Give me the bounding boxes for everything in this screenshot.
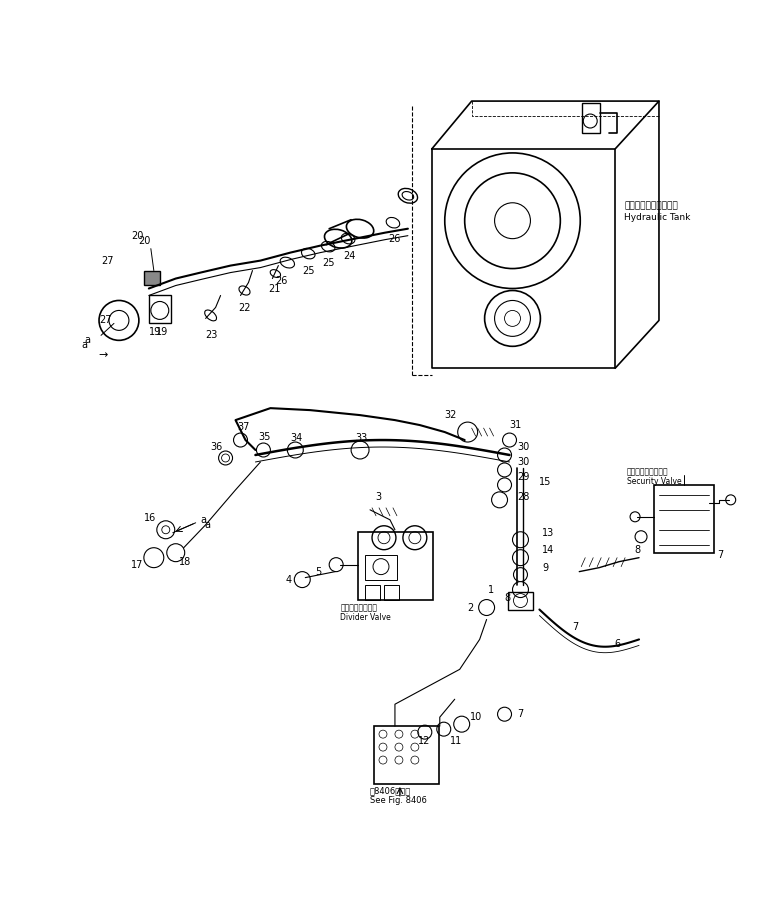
Text: 4: 4 (285, 575, 292, 585)
Bar (149, 296, 171, 323)
Text: 36: 36 (211, 442, 223, 452)
Circle shape (513, 567, 528, 582)
Bar (358, 532, 433, 599)
Text: a: a (201, 515, 207, 525)
Text: 図8406図参照: 図8406図参照 (370, 786, 412, 795)
Text: 27: 27 (101, 255, 114, 265)
Text: 30: 30 (518, 442, 530, 452)
Text: 17: 17 (131, 559, 143, 569)
Text: 19: 19 (149, 328, 161, 338)
Text: a: a (205, 519, 211, 529)
Bar (654, 485, 714, 553)
Circle shape (512, 532, 528, 548)
Bar (144, 271, 160, 284)
Text: 28: 28 (518, 491, 530, 502)
Text: 7: 7 (572, 623, 578, 633)
Text: 8: 8 (634, 545, 641, 555)
Text: 27: 27 (99, 316, 111, 326)
Text: 21: 21 (268, 283, 280, 293)
Text: 19: 19 (156, 328, 168, 338)
Text: 3: 3 (375, 491, 381, 502)
Bar (365, 555, 397, 579)
Text: 26: 26 (275, 275, 288, 286)
Text: 20: 20 (131, 231, 143, 241)
Text: 29: 29 (518, 472, 530, 482)
Text: 10: 10 (470, 712, 482, 722)
Text: 14: 14 (543, 545, 555, 555)
Circle shape (512, 582, 528, 597)
Text: a: a (84, 336, 90, 346)
Text: Divider Valve: Divider Valve (340, 613, 391, 622)
Text: 23: 23 (205, 330, 218, 340)
Text: 12: 12 (418, 736, 431, 746)
Text: 5: 5 (315, 567, 321, 576)
Circle shape (512, 549, 528, 566)
Text: Hydraulic Tank: Hydraulic Tank (624, 214, 691, 223)
Text: See Fig. 8406: See Fig. 8406 (370, 796, 427, 805)
Text: ディバイダバルブ: ディバイダバルブ (340, 603, 377, 612)
Text: 11: 11 (449, 736, 462, 746)
Text: 18: 18 (179, 557, 191, 567)
Bar (384, 585, 399, 599)
Text: 33: 33 (355, 433, 368, 443)
Text: 34: 34 (290, 433, 302, 443)
Text: 24: 24 (343, 251, 356, 261)
Bar (508, 592, 534, 609)
Text: 16: 16 (144, 513, 156, 523)
Text: 35: 35 (258, 432, 271, 442)
Text: 9: 9 (543, 563, 549, 573)
Text: 20: 20 (138, 235, 150, 245)
Text: 37: 37 (237, 422, 250, 432)
Text: 7: 7 (518, 710, 524, 719)
Bar (582, 103, 600, 133)
Text: 6: 6 (614, 640, 620, 650)
Bar (374, 726, 439, 784)
Text: 13: 13 (543, 528, 555, 538)
Text: 32: 32 (445, 410, 457, 420)
Text: 8: 8 (505, 593, 511, 603)
Text: 26: 26 (388, 233, 400, 243)
Text: 2: 2 (468, 603, 474, 613)
Text: 7: 7 (717, 549, 723, 559)
Text: ハイドロリックタンク: ハイドロリックタンク (624, 201, 678, 210)
Bar (365, 585, 380, 599)
Text: 30: 30 (518, 457, 530, 467)
Text: →: → (98, 350, 108, 360)
Text: セキュリティバルブ: セキュリティバルブ (627, 468, 669, 476)
Text: 22: 22 (239, 303, 251, 313)
Text: 1: 1 (487, 585, 493, 595)
Text: 25: 25 (322, 258, 335, 268)
Text: Security Valve: Security Valve (627, 478, 681, 486)
Text: a: a (81, 340, 87, 350)
Text: 31: 31 (509, 420, 522, 430)
Text: 25: 25 (302, 265, 315, 275)
Text: 15: 15 (540, 477, 552, 487)
Circle shape (99, 300, 139, 340)
